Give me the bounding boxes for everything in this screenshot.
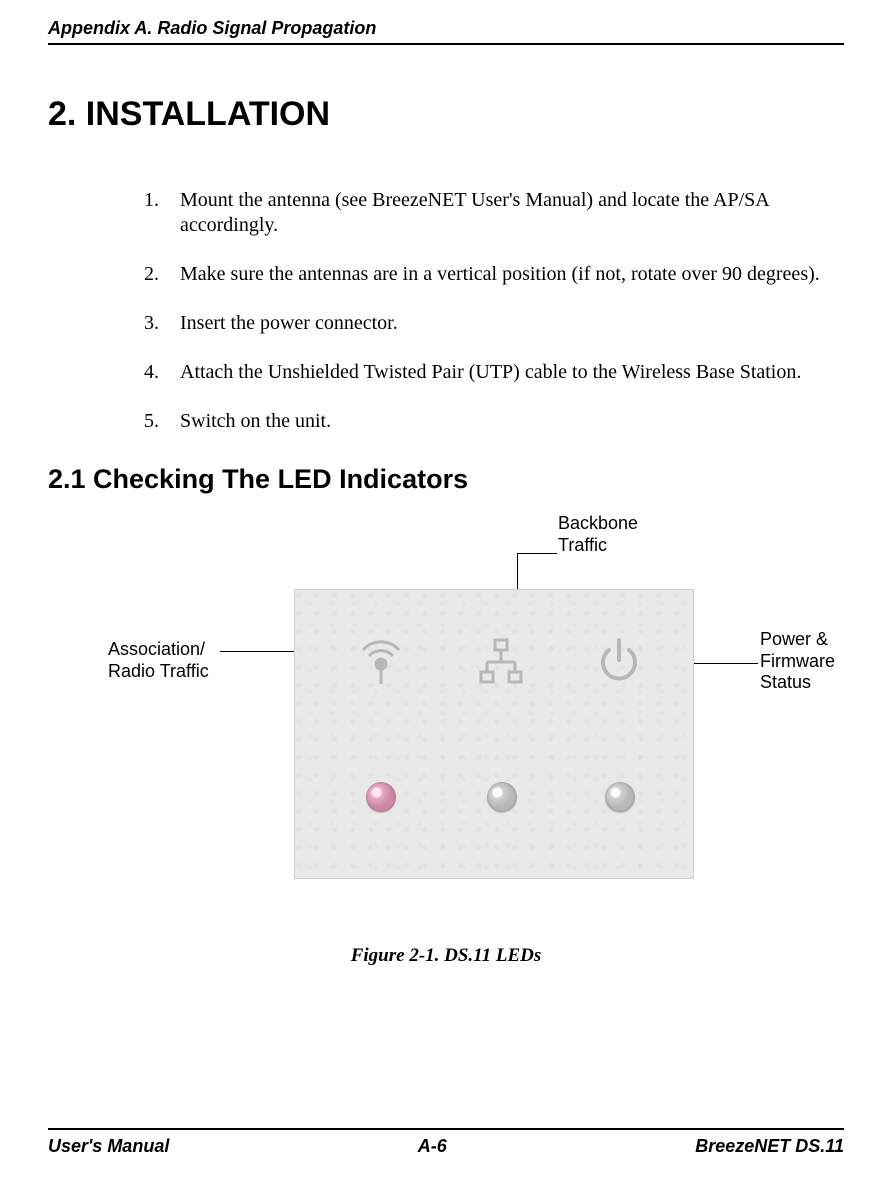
- footer-right: BreezeNET DS.11: [695, 1136, 844, 1157]
- step-text: Switch on the unit.: [180, 410, 331, 432]
- step-number: 1.: [144, 188, 159, 213]
- step-4: 4. Attach the Unshielded Twisted Pair (UT…: [144, 360, 844, 385]
- leader-line: [517, 553, 557, 554]
- step-number: 3.: [144, 311, 159, 336]
- step-text: Mount the antenna (see BreezeNET User's …: [180, 189, 769, 236]
- step-number: 2.: [144, 262, 159, 287]
- step-2: 2. Make sure the antennas are in a vertic…: [144, 262, 844, 287]
- step-text: Make sure the antennas are in a vertical…: [180, 263, 820, 285]
- step-3: 3. Insert the power connector.: [144, 311, 844, 336]
- led-association: [366, 782, 396, 812]
- device-panel: [294, 589, 694, 879]
- step-text: Insert the power connector.: [180, 312, 398, 334]
- callout-backbone: Backbone Traffic: [558, 513, 638, 556]
- page: Appendix A. Radio Signal Propagation 2. …: [0, 0, 892, 1185]
- footer-rule: [48, 1128, 844, 1130]
- header-rule: [48, 43, 844, 45]
- network-icon: [473, 634, 529, 690]
- step-5: 5. Switch on the unit.: [144, 409, 844, 434]
- subsection-title: 2.1 Checking The LED Indicators: [48, 464, 844, 495]
- step-number: 5.: [144, 409, 159, 434]
- footer-center: A-6: [418, 1136, 447, 1157]
- step-text: Attach the Unshielded Twisted Pair (UTP)…: [180, 361, 801, 383]
- callout-power: Power & Firmware Status: [760, 629, 835, 694]
- led-backbone: [487, 782, 517, 812]
- section-title: 2. INSTALLATION: [48, 95, 844, 134]
- install-steps: 1. Mount the antenna (see BreezeNET User'…: [144, 188, 844, 434]
- step-number: 4.: [144, 360, 159, 385]
- page-footer: User's Manual A-6 BreezeNET DS.11: [48, 1128, 844, 1157]
- figure-caption: Figure 2-1. DS.11 LEDs: [48, 945, 844, 967]
- running-header: Appendix A. Radio Signal Propagation: [48, 18, 844, 39]
- power-icon: [591, 634, 647, 690]
- led-power: [605, 782, 635, 812]
- figure-area: Backbone Traffic Association/ Radio Traf…: [48, 513, 844, 943]
- step-1: 1. Mount the antenna (see BreezeNET User'…: [144, 188, 844, 238]
- callout-association: Association/ Radio Traffic: [108, 639, 209, 682]
- footer-left: User's Manual: [48, 1136, 169, 1157]
- radio-icon: [353, 634, 409, 690]
